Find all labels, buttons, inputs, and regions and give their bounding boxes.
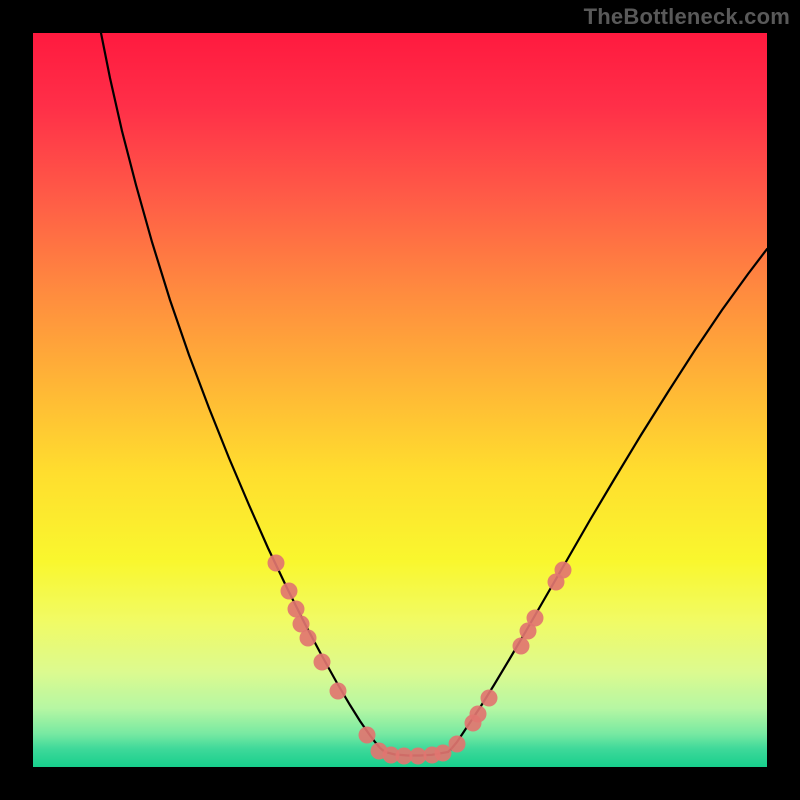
marker-dot: [481, 690, 498, 707]
marker-dot: [300, 630, 317, 647]
marker-dot: [359, 727, 376, 744]
marker-dot: [281, 583, 298, 600]
marker-dot: [268, 555, 285, 572]
marker-dot: [527, 610, 544, 627]
marker-dot: [330, 683, 347, 700]
marker-dot: [555, 562, 572, 579]
marker-dot: [449, 736, 466, 753]
marker-dot: [513, 638, 530, 655]
marker-dot: [288, 601, 305, 618]
marker-dot: [470, 706, 487, 723]
gradient-background: [33, 33, 767, 767]
marker-dot: [435, 745, 452, 762]
marker-dot: [314, 654, 331, 671]
watermark-text: TheBottleneck.com: [584, 4, 790, 30]
chart-svg: [0, 0, 800, 800]
